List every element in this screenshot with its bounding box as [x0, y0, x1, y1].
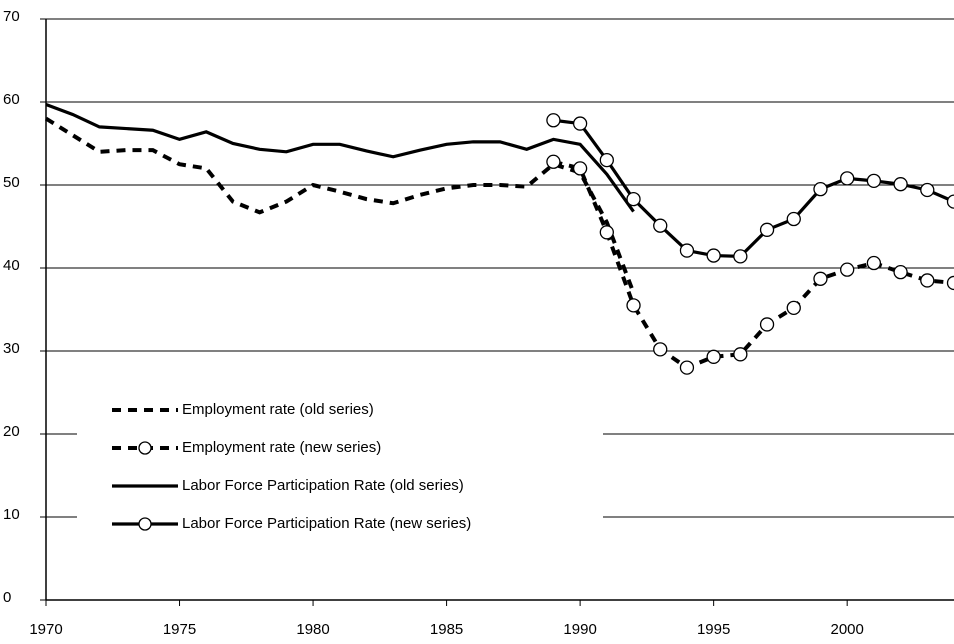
y-tick-label: 20	[3, 423, 20, 440]
point-marker	[866, 255, 882, 271]
point-marker	[840, 262, 855, 277]
point-marker	[733, 249, 748, 264]
x-tick-label: 2000	[830, 621, 863, 638]
point-marker	[626, 298, 641, 313]
point-marker	[706, 349, 721, 364]
series-line	[553, 118, 954, 259]
point-marker	[759, 317, 775, 332]
legend-marker	[138, 441, 152, 455]
legend-label: Employment rate (old series)	[182, 401, 374, 418]
point-marker	[653, 218, 668, 233]
series-line	[45, 102, 635, 213]
legend-label: Labor Force Participation Rate (new seri…	[182, 515, 471, 532]
point-marker	[599, 225, 614, 240]
point-marker	[813, 181, 828, 197]
legend-label: Employment rate (new series)	[182, 439, 381, 456]
x-tick-label: 1970	[29, 621, 62, 638]
x-tick-label: 1995	[697, 621, 730, 638]
point-marker	[759, 222, 775, 237]
point-marker	[599, 152, 614, 168]
y-tick-label: 50	[3, 174, 20, 191]
y-tick-label: 70	[3, 8, 20, 25]
point-marker	[946, 194, 954, 209]
x-tick-label: 1975	[163, 621, 196, 638]
legend-marker	[138, 517, 152, 531]
point-marker	[786, 300, 801, 315]
y-tick-label: 60	[3, 91, 20, 108]
y-tick-label: 40	[3, 257, 20, 274]
point-marker	[733, 347, 748, 362]
point-marker	[572, 161, 588, 176]
point-marker	[840, 171, 855, 186]
point-marker	[626, 191, 641, 207]
y-tick-label: 30	[3, 340, 20, 357]
point-marker	[893, 177, 908, 192]
point-marker	[572, 116, 588, 131]
point-marker	[920, 182, 935, 198]
point-marker	[786, 211, 801, 227]
point-marker	[679, 360, 695, 375]
legend-background	[77, 392, 603, 558]
legend-label: Labor Force Participation Rate (old seri…	[182, 477, 464, 494]
series-line	[552, 159, 954, 370]
y-tick-label: 10	[3, 506, 20, 523]
point-marker	[893, 264, 908, 280]
point-marker	[653, 342, 668, 357]
point-marker	[813, 271, 828, 286]
series-line	[44, 116, 636, 294]
y-tick-label: 0	[3, 589, 11, 606]
point-marker	[920, 273, 935, 288]
x-tick-label: 1980	[296, 621, 329, 638]
point-marker	[946, 275, 954, 291]
point-marker	[679, 243, 695, 258]
legend: Employment rate (old series) Employment r…	[77, 392, 603, 558]
x-tick-label: 1990	[563, 621, 596, 638]
x-tick-label: 1985	[430, 621, 463, 638]
point-marker	[546, 113, 561, 128]
point-marker	[706, 248, 721, 263]
point-marker	[546, 154, 561, 169]
point-marker	[866, 173, 882, 189]
